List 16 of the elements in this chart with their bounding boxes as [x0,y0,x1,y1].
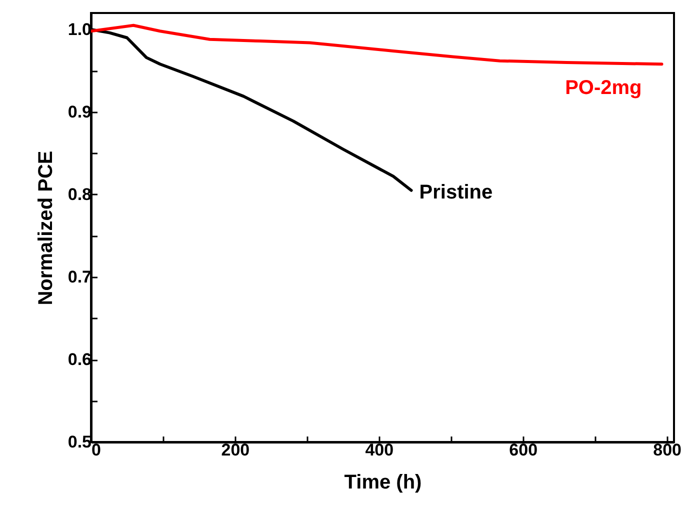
x-axis-title: Time (h) [344,472,422,494]
y-tick-label: 0.6 [68,350,92,369]
series-label: PO-2mg [565,77,642,100]
y-tick-label: 0.7 [68,268,92,286]
x-tick-label: 200 [221,440,250,460]
y-tick-label: 0.9 [68,102,92,122]
y-tick-label: 0.8 [68,185,92,204]
y-axis-title: Normalized PCE [34,150,57,306]
series-label: Pristine [419,181,493,204]
x-tick-label: 400 [365,440,394,460]
y-tick-label: 1.0 [68,20,92,39]
y-tick-label: 0.5 [68,432,92,452]
line-series [91,24,664,66]
x-tick-label: 0 [92,440,101,460]
x-tick-label: 800 [653,440,682,460]
x-tick-label: 600 [509,440,538,460]
